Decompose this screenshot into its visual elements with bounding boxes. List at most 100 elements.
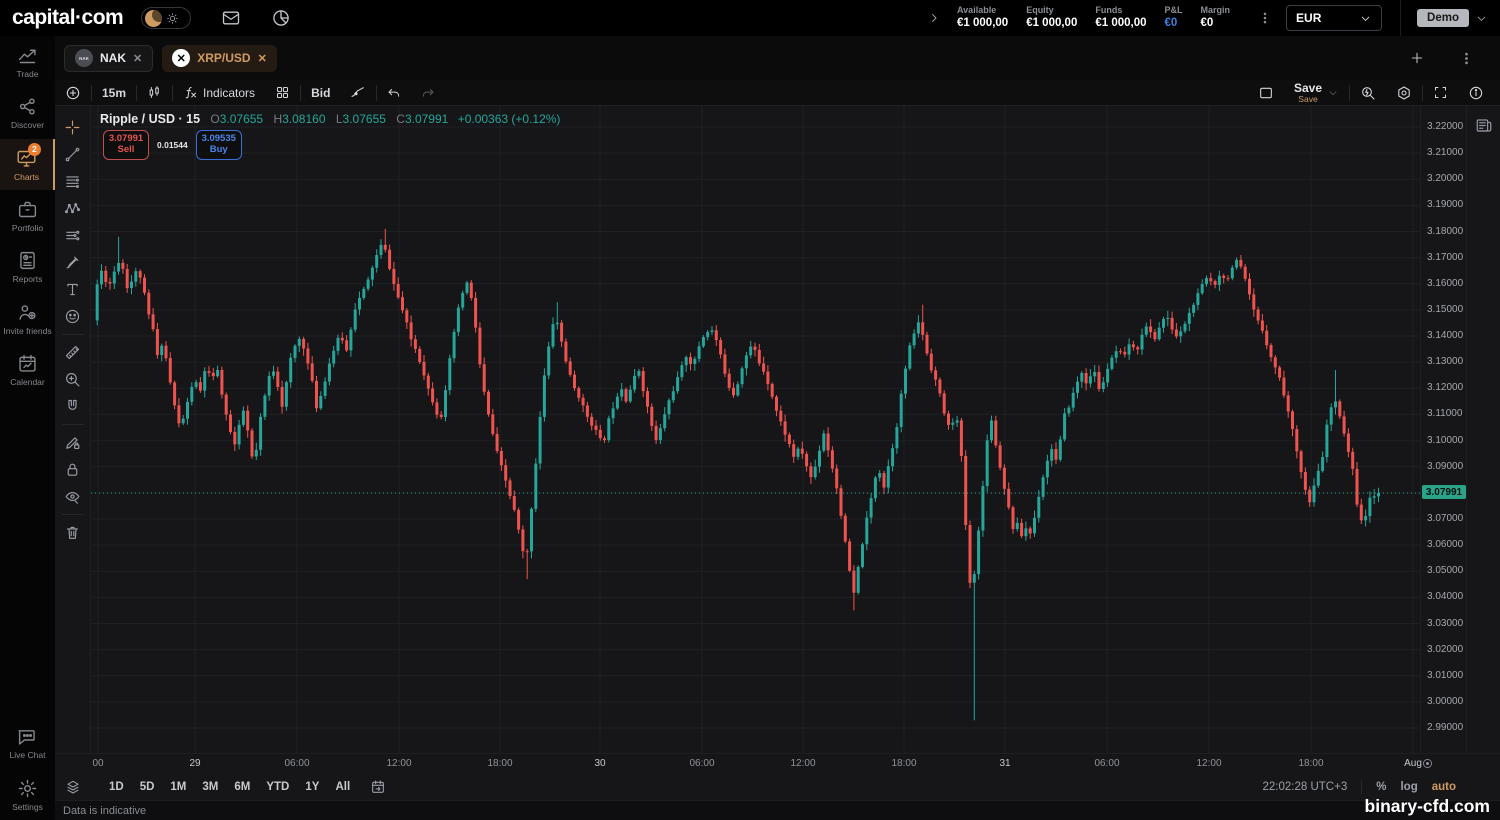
mail-icon[interactable] (221, 8, 241, 28)
auto-scale-button[interactable]: auto (1431, 781, 1456, 793)
currency-select[interactable]: EUR (1286, 5, 1383, 31)
emoji-icon[interactable] (60, 303, 86, 329)
hide-drawings-icon[interactable] (60, 483, 86, 509)
brush-icon[interactable] (60, 249, 86, 275)
sidebar-item-invite-friends[interactable]: Invite friends (0, 293, 55, 344)
sidebar-item-discover[interactable]: Discover (0, 87, 55, 138)
log-scale-button[interactable]: log (1400, 781, 1418, 793)
trash-icon[interactable] (60, 519, 86, 545)
edit-lock-icon[interactable] (60, 429, 86, 455)
range-button-5d[interactable]: 5D (139, 781, 155, 793)
crosshair-icon[interactable] (60, 114, 86, 140)
trend-up-icon (17, 45, 38, 66)
axis-settings-icon[interactable] (1421, 757, 1434, 770)
sidebar-item-charts[interactable]: 2 Charts (0, 138, 55, 191)
indicators-button[interactable]: Indicators (173, 80, 265, 105)
chevron-down-icon[interactable] (1475, 12, 1488, 25)
chat-icon (17, 726, 38, 747)
price-tick-label: 3.07000 (1427, 513, 1464, 524)
fib-lines-icon[interactable] (60, 168, 86, 194)
fullscreen-icon[interactable] (1423, 80, 1458, 105)
collapse-chevron-icon[interactable] (927, 11, 941, 25)
sidebar-item-label: Trade (16, 69, 39, 79)
sidebar-item-settings[interactable]: Settings (0, 769, 55, 820)
info-icon[interactable] (1458, 80, 1494, 105)
close-icon[interactable]: ✕ (257, 52, 267, 65)
zoom-in-icon[interactable] (60, 366, 86, 392)
range-button-3m[interactable]: 3M (202, 781, 219, 793)
tab-xrpusd[interactable]: ✕ XRP/USD ✕ (162, 44, 277, 72)
add-tab-button[interactable] (1409, 50, 1425, 66)
sidebar-item-calendar[interactable]: Calendar (0, 344, 55, 395)
range-button-all[interactable]: All (335, 781, 351, 793)
trade-widget: 3.07991 Sell 0.01544 3.09535 Buy (103, 130, 242, 160)
demo-badge[interactable]: Demo (1417, 9, 1469, 27)
stat-label: P&L (1164, 5, 1183, 16)
notification-badge: 2 (28, 142, 41, 156)
main-area: NAK NAK ✕ ✕ XRP/USD ✕ 15m (55, 36, 1500, 820)
interval-button[interactable]: 15m (102, 85, 127, 100)
sidebar-item-reports[interactable]: Reports (0, 241, 55, 292)
settings-gear-icon[interactable] (1386, 80, 1422, 105)
invite-icon (17, 302, 38, 323)
sidebar-item-live-chat[interactable]: Live Chat (0, 717, 55, 768)
price-axis[interactable]: 3.22000 3.21000 3.20000 3.19000 3.18000 3.170… (1420, 106, 1466, 753)
lock-icon[interactable] (60, 456, 86, 482)
time-tick-label: 29 (189, 758, 201, 769)
divider (376, 84, 378, 101)
toolbar-right: Save Save (1248, 80, 1494, 105)
buy-button[interactable]: 3.09535 Buy (195, 130, 242, 160)
close-icon[interactable]: ✕ (133, 52, 143, 65)
price-tick-label: 3.14000 (1427, 330, 1464, 341)
theme-toggle[interactable] (141, 7, 192, 29)
forecast-icon[interactable] (60, 222, 86, 248)
tab-more-icon[interactable] (1459, 51, 1474, 66)
price-type-button[interactable]: Bid (311, 85, 331, 100)
sidebar-item-trade[interactable]: Trade (0, 36, 55, 87)
ohlc-key: L (335, 112, 343, 126)
sidebar-item-portfolio[interactable]: Portfolio (0, 190, 55, 241)
range-button-1d[interactable]: 1D (109, 781, 124, 793)
price-tick-label: 3.06000 (1427, 539, 1464, 551)
spread-value: 0.01544 (157, 139, 188, 150)
sidebar-item-label: Charts (13, 171, 40, 182)
candles-icon[interactable] (137, 80, 172, 105)
sidebar-item-label: Calendar (10, 377, 45, 388)
text-icon[interactable] (60, 276, 86, 302)
sell-price: 3.07991 (108, 133, 144, 144)
drawing-toolbar (55, 106, 91, 753)
quick-search-icon[interactable] (1350, 80, 1386, 105)
range-button-1m[interactable]: 1M (170, 781, 187, 793)
range-button-1y[interactable]: 1Y (305, 781, 320, 793)
panel-icon[interactable] (1248, 80, 1284, 105)
plus-circle-icon[interactable] (55, 80, 91, 105)
percent-scale-button[interactable]: % (1376, 781, 1387, 793)
clock[interactable]: 22:02:28 UTC+3 (1262, 781, 1348, 793)
save-button[interactable]: Save Save (1284, 80, 1349, 105)
symbol-interval[interactable]: Ripple / USD · 15 (100, 112, 201, 126)
more-dots-icon[interactable] (1258, 11, 1272, 25)
candlestick-chart[interactable]: Ripple / USD · 15 O3.07655 H3.08160 L3.0… (91, 106, 1420, 753)
calendar-icon (17, 353, 38, 374)
undo-icon[interactable] (377, 80, 411, 105)
price-tick-label: 3.00000 (1427, 695, 1464, 707)
time-axis[interactable]: 00 29 06:00 12:00 18:00 30 06:00 12:00 18:00 31 06… (55, 753, 1500, 774)
range-button-6m[interactable]: 6M (234, 781, 251, 793)
curve-line-icon[interactable] (340, 80, 376, 105)
ruler-icon[interactable] (60, 339, 86, 365)
pie-chart-icon[interactable] (271, 8, 291, 28)
sell-button[interactable]: 3.07991 Sell (103, 130, 149, 160)
magnet-icon[interactable] (60, 393, 86, 419)
time-tick-label: 12:00 (790, 758, 816, 769)
goto-date-icon[interactable] (370, 779, 386, 795)
time-tick-label: 18:00 (891, 758, 917, 769)
news-icon[interactable] (1474, 116, 1493, 135)
tab-nak[interactable]: NAK NAK ✕ (64, 44, 154, 72)
range-button-ytd[interactable]: YTD (266, 781, 290, 793)
layout-grid-icon[interactable] (265, 80, 300, 105)
xabcd-pattern-icon[interactable] (60, 195, 86, 221)
redo-icon[interactable] (411, 80, 445, 105)
gear-icon (17, 778, 38, 799)
trendline-icon[interactable] (60, 141, 86, 167)
object-tree-icon[interactable] (65, 779, 81, 795)
